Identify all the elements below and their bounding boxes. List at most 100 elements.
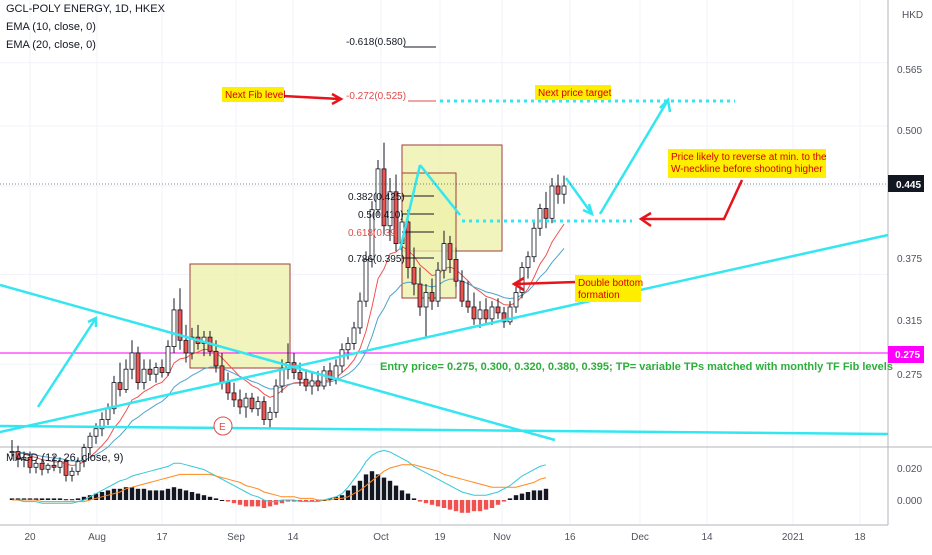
macd-histogram-bar: [201, 495, 207, 500]
trend-line: [419, 164, 461, 216]
time-axis-tick: Nov: [493, 532, 511, 543]
red-arrow: [282, 94, 341, 101]
candle-body: [321, 370, 327, 387]
entry-tag-bg: [888, 346, 924, 363]
macd-histogram-bar: [177, 488, 183, 500]
macd-histogram-bar: [435, 500, 441, 507]
candle-body: [213, 350, 219, 367]
macd-histogram-bar: [447, 500, 453, 510]
macd-histogram-bar: [387, 480, 393, 500]
currency-label: HKD: [902, 10, 924, 21]
candle-body: [39, 462, 45, 470]
red-arrow: [642, 179, 744, 221]
candle-body: [411, 267, 417, 285]
time-axis-tick: 14: [701, 532, 713, 543]
candle-body: [561, 185, 567, 195]
time-axis-tick: Aug: [88, 532, 106, 543]
macd-histogram-bar: [519, 493, 525, 500]
candle-body: [525, 256, 531, 268]
macd-histogram-bar: [351, 485, 357, 500]
arrow-head: [659, 97, 672, 113]
time-axis-tick: 18: [854, 532, 866, 543]
ema10-legend: EMA (10, close, 0): [6, 21, 96, 33]
macd-histogram-bar: [423, 500, 429, 504]
candle-body: [153, 367, 159, 375]
price-axis-tick: 0.500: [897, 126, 922, 137]
macd-histogram-bar: [183, 490, 189, 500]
candle-body: [249, 397, 255, 410]
macd-histogram-bar: [243, 500, 249, 507]
macd-histogram-bar: [81, 496, 87, 500]
trend-line: [0, 283, 556, 442]
candle-body: [465, 300, 471, 308]
candle-body: [369, 209, 375, 260]
candle-body: [219, 365, 225, 384]
macd-histogram-bar: [117, 488, 123, 500]
macd-histogram-bar: [291, 500, 297, 502]
macd-histogram-bar: [153, 490, 159, 500]
macd-axis-tick: 0.020: [897, 464, 922, 475]
macd-histogram-bar: [429, 500, 435, 505]
macd-histogram-bar: [393, 485, 399, 500]
macd-histogram-bar: [69, 499, 75, 501]
candle-body: [495, 306, 501, 314]
macd-histogram-bar: [267, 500, 273, 507]
red-arrow-head: [331, 92, 344, 106]
macd-histogram-bar: [477, 500, 483, 512]
candle-body: [111, 382, 117, 410]
candle-body: [267, 411, 273, 420]
macd-histogram-bar: [147, 490, 153, 500]
macd-histogram-bar: [459, 500, 465, 513]
fib-label: -0.272(0.525): [346, 91, 406, 102]
fib-label: -0.618(0.580): [346, 37, 406, 48]
candle-body: [453, 258, 459, 282]
trend-line: [0, 424, 889, 436]
macd-histogram-bar: [453, 500, 459, 512]
candle-body: [531, 227, 537, 258]
candle-body: [237, 399, 243, 408]
event-marker-label: E: [219, 422, 226, 433]
candle-body: [483, 309, 489, 320]
macd-histogram-bar: [537, 490, 543, 500]
macd-histogram-bar: [489, 500, 495, 508]
candle-body: [441, 243, 447, 271]
macd-axis-tick: 0.000: [897, 496, 922, 507]
candle-body: [87, 435, 93, 449]
macd-histogram-bar: [165, 488, 171, 500]
time-axis-tick: 16: [564, 532, 576, 543]
macd-histogram-bar: [207, 496, 213, 500]
double-bottom-label: Double bottom: [578, 278, 643, 289]
double-bottom-label-bg: [575, 275, 641, 302]
candle-body: [141, 368, 147, 384]
candle-body: [375, 168, 381, 211]
double-bottom-label: formation: [578, 290, 620, 301]
candle-body: [261, 401, 267, 420]
macd-histogram-bar: [495, 500, 501, 505]
macd-histogram-bar: [141, 488, 147, 500]
macd-histogram-bar: [87, 495, 93, 500]
candle-body: [177, 309, 183, 341]
candle-body: [15, 451, 21, 460]
candle-body: [339, 349, 345, 367]
ema10-line: [11, 223, 565, 466]
candle-body: [99, 419, 105, 430]
candle-body: [57, 460, 63, 468]
macd-histogram-bar: [531, 490, 537, 500]
next-target-label: Next price target: [538, 88, 612, 99]
time-axis-tick: 14: [287, 532, 299, 543]
arrow-head: [582, 203, 594, 217]
macd-histogram-bar: [507, 498, 513, 500]
candle-body: [135, 352, 141, 384]
candle-body: [273, 385, 279, 413]
candle-body: [225, 382, 231, 394]
candle-body: [327, 370, 333, 380]
macd-histogram-bar: [45, 498, 51, 500]
candle-body: [279, 368, 285, 387]
candle-body: [159, 367, 165, 373]
candle-body: [189, 336, 195, 354]
macd-histogram-bar: [189, 492, 195, 500]
macd-histogram-bar: [75, 498, 81, 500]
macd-histogram-bar: [441, 500, 447, 508]
macd-histogram-bar: [21, 498, 27, 500]
